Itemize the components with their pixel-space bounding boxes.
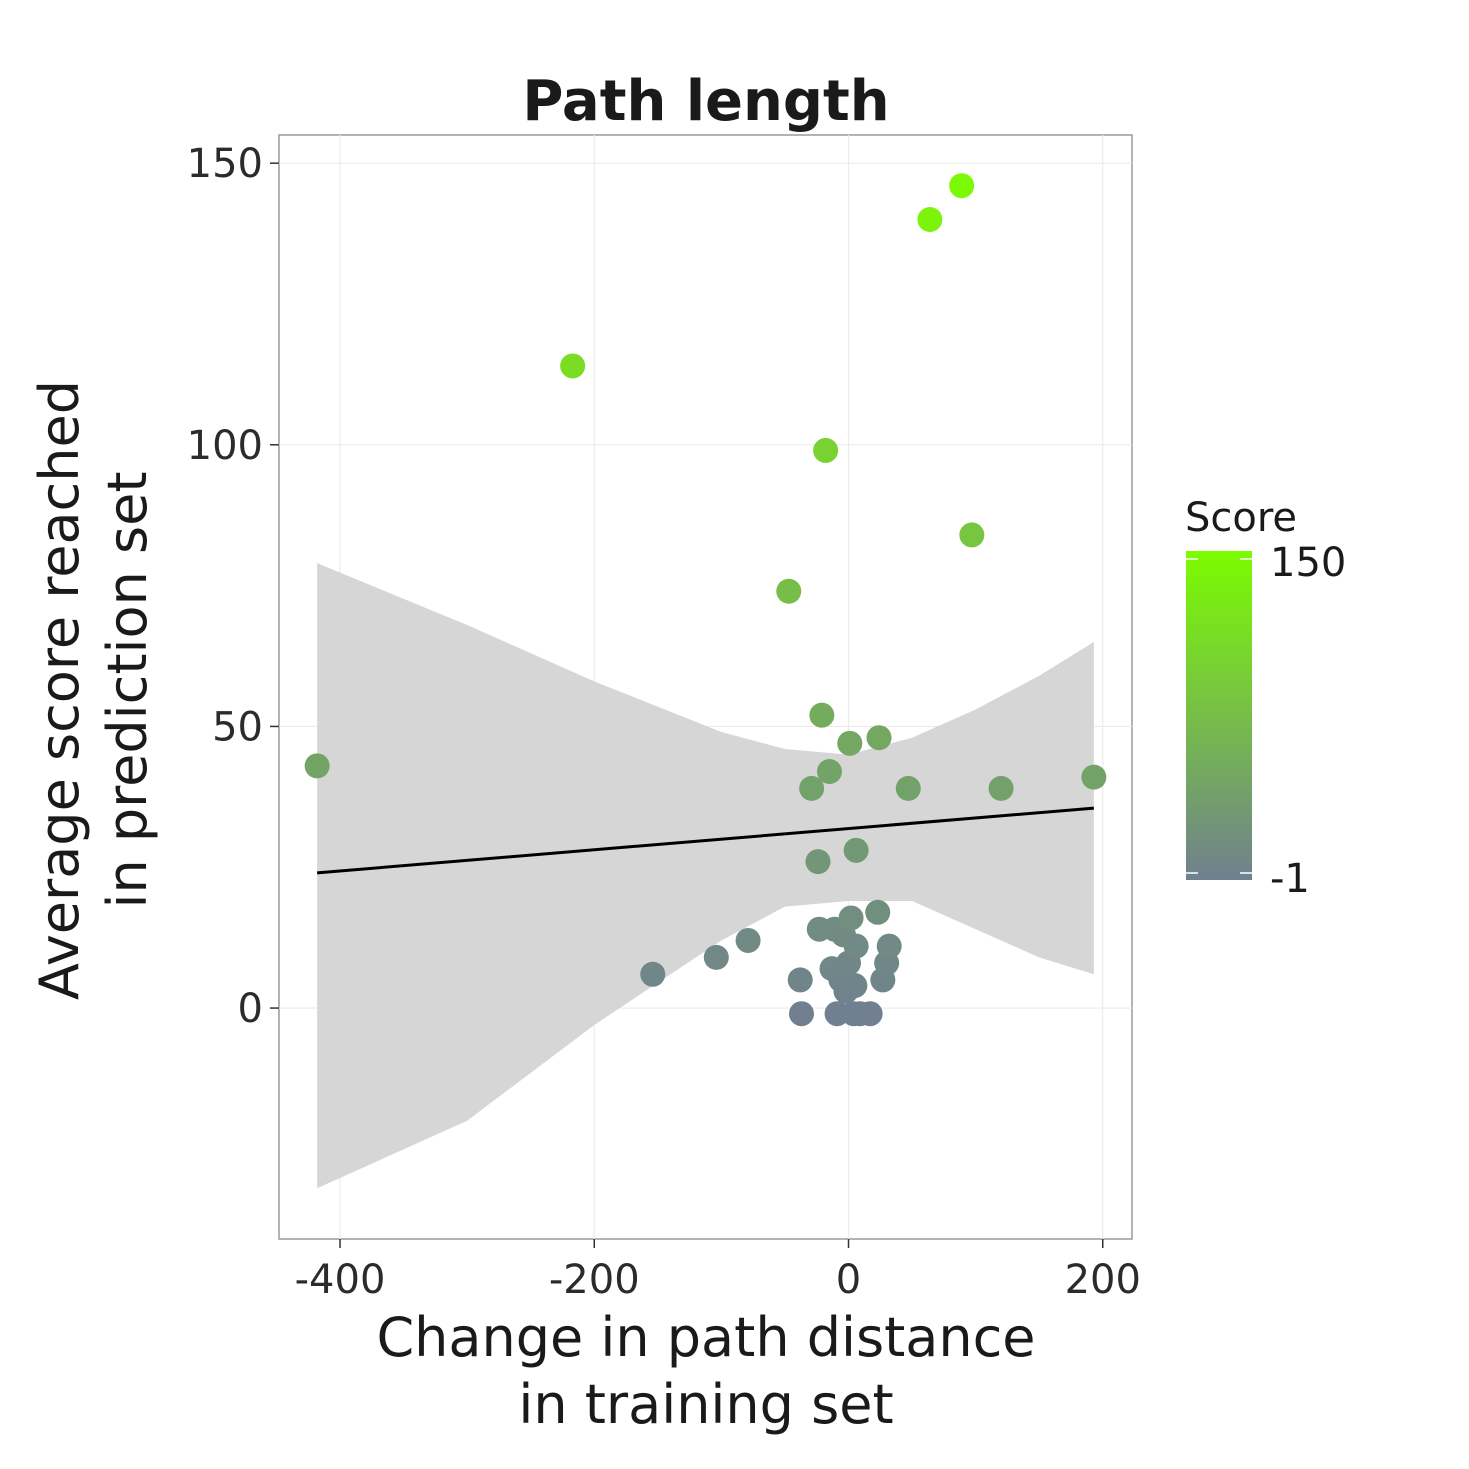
data-point-22 [838,905,864,931]
data-point-13 [816,758,842,784]
data-point-2 [640,961,666,987]
data-point-33 [876,933,902,959]
confidence-band-layer [317,563,1094,1189]
color-legend: Score 150 -1 [1185,495,1346,902]
chart-title: Path length [522,69,889,134]
confidence-band [317,563,1094,1189]
x-axis-label: Change in path distance in training set [376,1306,1035,1436]
data-point-21 [837,730,863,756]
x-tick-label-3: 200 [1065,1257,1141,1303]
data-point-35 [917,206,943,232]
axes: -400 -200 0 200 0 50 100 150 [187,141,1141,1303]
data-point-1 [560,353,586,379]
data-point-7 [788,1001,814,1027]
y-axis-label: Average score reached in prediction set [28,380,159,1000]
data-point-34 [895,775,921,801]
x-axis-label-line-2: in training set [518,1373,893,1436]
data-point-5 [776,578,802,604]
x-axis-label-line-1: Change in path distance [376,1306,1035,1369]
legend-title: Score [1185,495,1297,541]
data-point-30 [866,725,892,751]
y-tick-label-2: 100 [187,423,263,469]
data-point-26 [843,837,869,863]
data-point-38 [988,775,1014,801]
y-axis-label-line-2: in prediction set [96,471,159,908]
x-tick-label-0: -400 [295,1257,386,1303]
data-point-37 [959,522,985,548]
data-point-6 [787,967,813,993]
legend-colorbar [1186,551,1252,880]
data-point-29 [865,899,891,925]
y-tick-label-0: 0 [238,986,263,1032]
y-tick-label-1: 50 [212,704,263,750]
x-tick-label-2: 0 [836,1257,861,1303]
data-point-28 [857,1001,883,1027]
x-tick-label-1: -200 [549,1257,640,1303]
data-point-4 [735,927,761,953]
data-point-36 [949,173,975,199]
y-tick-label-3: 150 [187,141,263,187]
data-point-39 [1081,764,1107,790]
data-point-9 [805,849,831,875]
data-point-24 [842,973,868,999]
data-point-25 [843,933,869,959]
data-point-8 [799,775,825,801]
fit-line-layer [317,806,1094,875]
legend-label-min: -1 [1270,856,1310,902]
fit-line [317,806,1094,875]
y-axis-label-line-1: Average score reached [28,380,91,1000]
data-point-3 [703,944,729,970]
data-point-12 [813,437,839,463]
data-point-0 [304,753,330,779]
data-points [304,173,1107,1027]
legend-label-max: 150 [1270,540,1346,586]
data-point-11 [809,702,835,728]
